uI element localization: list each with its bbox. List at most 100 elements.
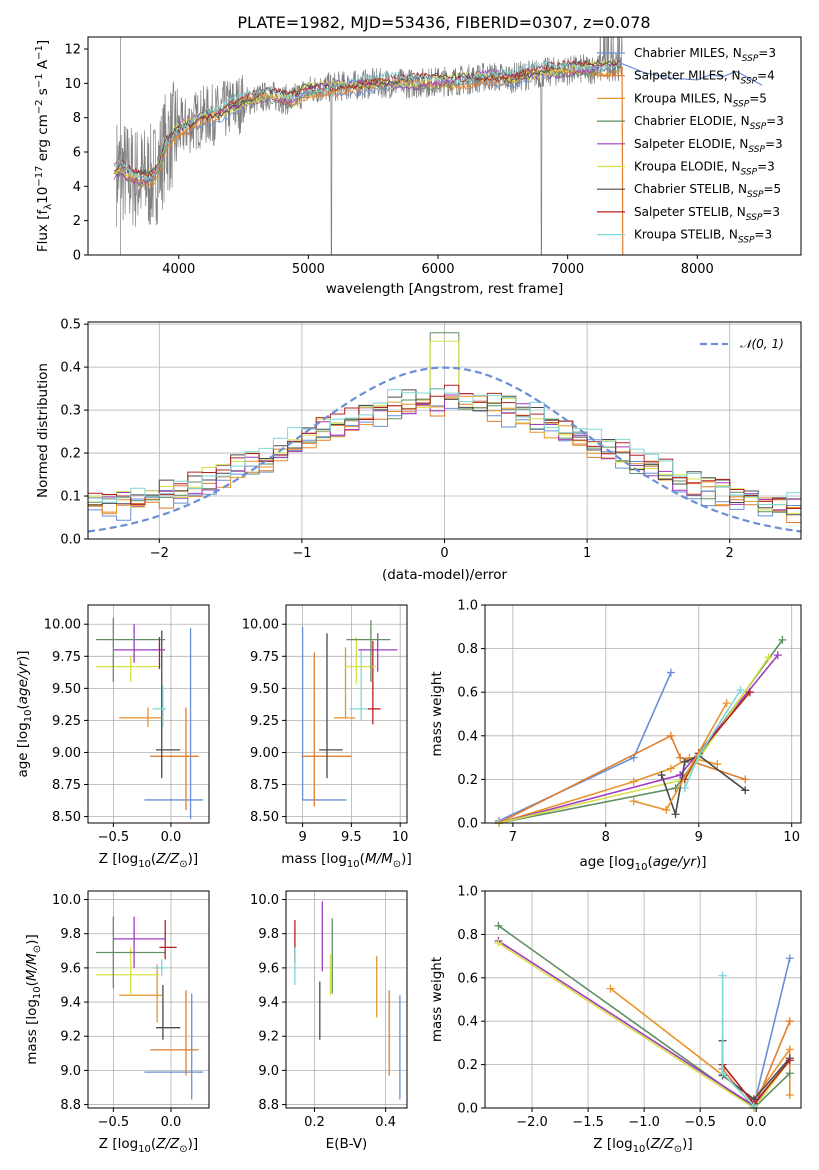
legend-label: 𝒩(0, 1) (740, 337, 784, 351)
y-tick-label: 9.2 (258, 1030, 279, 1045)
y-tick-label: 10 (64, 77, 81, 92)
weight-marker (778, 635, 787, 644)
x-tick-label: 5000 (292, 262, 325, 277)
x-tick-label: 8 (602, 830, 610, 845)
legend-value: =3 (766, 114, 784, 128)
y-tick-label: 0.8 (457, 642, 478, 657)
x-tick-label: −1.0 (628, 1115, 660, 1130)
label-part: Z/Z (155, 1136, 180, 1152)
data-spectrum (116, 37, 623, 255)
x-axis-label: Z [log10(Z/Z⊙)] (99, 1136, 198, 1155)
x-tick-label: 10 (783, 830, 800, 845)
legend-subscript: SSP (746, 213, 763, 223)
charts-layer: 4000 5000 6000 7000 8000024681012wavelength … (15, 36, 802, 1155)
weight-marker (722, 699, 731, 708)
legend-subscript: SSP (748, 145, 765, 155)
legend-value: =3 (762, 205, 780, 219)
weight-marker (741, 775, 750, 784)
label-part: ] (35, 40, 51, 45)
label-part: )] (188, 851, 199, 867)
label-part: s (35, 88, 51, 99)
plot-frame (87, 604, 210, 824)
y-tick-label: 10.0 (52, 893, 81, 908)
label-part: 10 (32, 986, 43, 999)
x-tick-label: 10 (392, 830, 409, 845)
y-tick-label: 1.0 (457, 885, 478, 900)
weight-marker (680, 757, 689, 766)
frame-spectrum: 4000 5000 6000 7000 8000 0 2 4 6 8 10 12 (64, 36, 802, 277)
axes-mass-weight-vs-age (485, 604, 801, 824)
legend-label: Salpeter MILES, NSSP=4 (634, 69, 775, 87)
y-tick-label: 0.2 (457, 1058, 478, 1073)
model-spectrum-chabrier-elodie (113, 63, 620, 189)
gridlines (485, 604, 801, 824)
weight-line (753, 958, 791, 1106)
red-tail-model (619, 62, 763, 86)
y-tick-label: 2 (73, 214, 81, 229)
histogram-chabrier-elodie (88, 332, 801, 513)
axis-labels: Z [log10(Z/Z⊙)]mass [log10(M/M⊙)] (24, 934, 198, 1155)
weights-mass-weight-vs-age (494, 635, 787, 827)
weight-marker (662, 805, 671, 814)
axis-labels: E(B-V) (326, 1136, 368, 1152)
y-tick-label: 9.4 (258, 996, 279, 1011)
y-tick-label: 9.00 (250, 746, 279, 761)
weight-marker (629, 797, 638, 806)
gridlines (286, 605, 407, 823)
x-tick-label: −0.5 (98, 1115, 130, 1130)
y-tick-label: 9.0 (60, 1064, 81, 1079)
weight-marker (629, 777, 638, 786)
label-part: ⊙ (393, 859, 401, 870)
weight-marker (718, 971, 727, 980)
weight-line (498, 639, 784, 824)
gridlines (88, 605, 209, 823)
axes-mass-vs-Z (88, 891, 209, 1108)
y-tick-label: 4 (73, 180, 81, 195)
y-tick-label: 9.00 (52, 746, 81, 761)
y-axis-label: mass weight (429, 957, 445, 1042)
x-tick-label: 0 (440, 546, 448, 561)
weight-marker (666, 668, 675, 677)
x-tick-label: 0.0 (161, 1115, 182, 1130)
gridlines (485, 890, 801, 1109)
label-part: −2 (34, 99, 45, 114)
label-part: ⊙ (674, 1144, 682, 1155)
x-axis-label: mass [log10(M/M⊙)] (281, 851, 411, 870)
y-tick-label: 9.8 (60, 927, 81, 942)
x-tick-label: 0.4 (375, 1115, 396, 1130)
histogram-kroupa-elodie (88, 340, 801, 514)
y-tick-label: 9.50 (250, 682, 279, 697)
label-part: ( (151, 1136, 156, 1152)
y-tick-label: 9.75 (52, 650, 81, 665)
frame-age-vs-mass: 9 9.5 10 8.50 8.75 9.00 9.25 9.50 9.75 10.00 (242, 604, 409, 845)
label-part: 10 (633, 1144, 646, 1155)
x-axis-label: Z [log10(Z/Z⊙)] (593, 1136, 692, 1155)
label-part: age/yr (15, 660, 31, 705)
label-part: −1 (34, 45, 45, 60)
label-part: ⊙ (32, 945, 43, 953)
y-tick-label: 9.25 (52, 714, 81, 729)
x-tick-label: 0.2 (304, 1115, 325, 1130)
weight-marker (785, 1045, 794, 1054)
normal-curve (88, 366, 801, 533)
legend-label: Chabrier MILES, NSSP=3 (634, 46, 776, 64)
y-tick-label: 10.00 (44, 618, 81, 633)
spectrum-lines (113, 37, 763, 255)
legend-label: Salpeter STELIB, NSSP=3 (634, 205, 780, 223)
weight-marker (494, 921, 503, 930)
plot-frame (87, 890, 210, 1109)
y-tick-label: 10.00 (242, 618, 279, 633)
x-tick-label: 2 (726, 546, 734, 561)
label-part: Z/Z (650, 1136, 675, 1152)
y-tick-label: 12 (64, 43, 81, 58)
x-axis-label: (data-model)/error (382, 567, 508, 583)
legend-label: Kroupa STELIB, NSSP=3 (634, 228, 772, 246)
label-part: )] (682, 1136, 693, 1152)
salpeter-cutoff (621, 66, 624, 255)
gridlines (88, 322, 801, 540)
label-part: 10 (23, 710, 34, 723)
y-tick-label: 9.0 (258, 1064, 279, 1079)
y-tick-label: 9.2 (60, 1030, 81, 1045)
label-part: ⊙ (179, 859, 187, 870)
y-tick-label: 6 (73, 146, 81, 161)
